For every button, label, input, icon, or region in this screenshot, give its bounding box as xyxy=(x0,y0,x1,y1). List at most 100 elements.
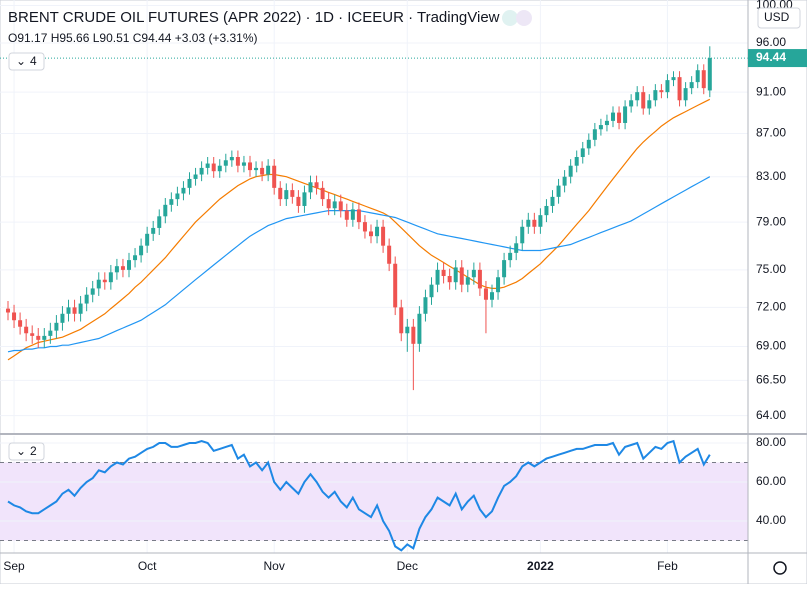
candle-body xyxy=(399,307,404,334)
candle-body xyxy=(272,165,277,188)
candle-body xyxy=(550,196,555,206)
candle-body xyxy=(435,269,440,285)
candle-body xyxy=(120,266,125,270)
candle-body xyxy=(84,294,89,304)
candle-body xyxy=(520,226,525,244)
candle-body xyxy=(127,260,131,270)
candle-body xyxy=(42,335,47,340)
candle-body xyxy=(441,269,446,277)
candle-body xyxy=(54,322,59,331)
candle-body xyxy=(471,269,476,278)
x-tick-label: Sep xyxy=(3,559,25,573)
candle-body xyxy=(235,157,240,166)
x-tick-label: 2022 xyxy=(527,559,554,573)
candle-body xyxy=(417,313,422,344)
candle-body xyxy=(574,157,579,166)
candle-body xyxy=(223,160,228,166)
candle-body xyxy=(514,243,519,253)
settings-icon[interactable] xyxy=(773,561,787,575)
candle-body xyxy=(114,266,119,273)
candle-body xyxy=(356,209,361,223)
candle-body xyxy=(362,222,367,232)
header: BRENT CRUDE OIL FUTURES (APR 2022) · 1D … xyxy=(8,7,801,575)
candle-body xyxy=(308,182,313,193)
candle-body xyxy=(526,219,531,227)
indicator-count: 2 xyxy=(30,444,37,458)
candle-body xyxy=(326,199,331,209)
indicator-toggle[interactable] xyxy=(8,442,45,461)
candle-body xyxy=(12,312,17,321)
candle-body xyxy=(665,80,670,93)
candle-body xyxy=(604,120,609,126)
candle-body xyxy=(254,167,259,171)
x-tick-label: Dec xyxy=(397,559,418,573)
candle-body xyxy=(381,226,386,246)
y-tick-label: 100.00 xyxy=(756,0,793,12)
candle-body xyxy=(60,313,65,323)
candle-body xyxy=(266,165,271,175)
candle-body xyxy=(241,162,246,166)
candle-body xyxy=(635,92,640,101)
candle-body xyxy=(260,167,265,175)
chevron: ⌄ xyxy=(16,444,26,458)
candle-body xyxy=(217,165,222,172)
candle-body xyxy=(320,187,325,200)
rsi-pane xyxy=(0,436,748,553)
candle-body xyxy=(538,215,543,227)
indicator-count: 4 xyxy=(30,54,37,68)
candle-body xyxy=(229,157,234,161)
candle-body xyxy=(677,77,682,101)
candle-body xyxy=(423,297,428,314)
candle-body xyxy=(248,162,252,171)
dividend-icon[interactable] xyxy=(502,10,518,26)
candle-body xyxy=(653,90,658,101)
currency-button[interactable] xyxy=(757,7,801,29)
y-tick-label: 72.00 xyxy=(756,300,786,314)
candle-body xyxy=(405,326,410,334)
candle-body xyxy=(66,307,71,314)
price-tag-label: 94.44 xyxy=(756,50,786,64)
earnings-icon[interactable] xyxy=(516,10,532,26)
candle-body xyxy=(429,284,434,298)
candle-body xyxy=(139,245,144,256)
currency: USD xyxy=(764,10,790,24)
candle-body xyxy=(629,100,634,107)
candle-body xyxy=(671,77,676,81)
candle-body xyxy=(211,163,216,172)
candle-body xyxy=(344,210,349,220)
y-tick-label: 87.00 xyxy=(756,126,786,140)
candle-body xyxy=(477,269,482,289)
candle-body xyxy=(284,190,289,200)
candle-body xyxy=(6,308,10,313)
candle-body xyxy=(30,333,35,336)
candle-body xyxy=(193,174,198,179)
price-tag xyxy=(748,49,807,68)
candle-body xyxy=(90,288,95,295)
candle-body xyxy=(447,276,452,283)
rsi-line xyxy=(7,439,711,552)
candle-body xyxy=(145,233,150,246)
candle-body xyxy=(544,205,549,216)
x-tick-label: Nov xyxy=(264,559,285,573)
candle-body xyxy=(36,335,41,340)
candle-body xyxy=(483,288,488,300)
y-tick-label: 69.00 xyxy=(756,339,786,353)
candle-body xyxy=(181,187,186,194)
candle-body xyxy=(48,330,53,336)
candle-body xyxy=(411,326,416,344)
candle-body xyxy=(623,106,628,123)
y-tick-label: 75.00 xyxy=(756,262,786,276)
candle-body xyxy=(199,167,204,175)
candle-body xyxy=(369,231,373,237)
candle-body xyxy=(465,277,470,285)
candle-body xyxy=(18,320,23,327)
rsi-band xyxy=(0,462,748,541)
candle-body xyxy=(617,112,622,123)
chart-title: BRENT CRUDE OIL FUTURES (APR 2022) · 1D … xyxy=(8,9,500,26)
y-tick-label: 83.00 xyxy=(756,169,786,183)
candle-body xyxy=(78,303,83,314)
y-tick-label: 64.00 xyxy=(756,408,786,422)
candle-body xyxy=(508,252,513,261)
indicator-toggle[interactable] xyxy=(8,52,45,71)
